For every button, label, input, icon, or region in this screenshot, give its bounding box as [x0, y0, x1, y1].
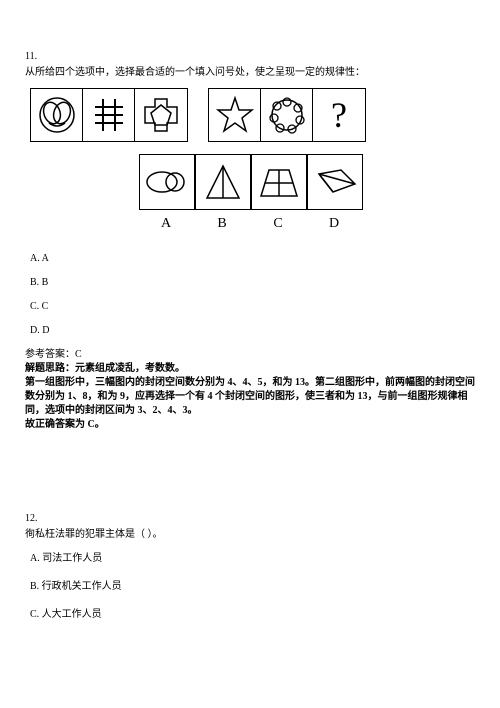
option-label: A	[138, 214, 194, 234]
explanation-line: 解题思路：元素组成凌乱，考数数。	[25, 362, 475, 376]
figure-cell	[31, 89, 83, 141]
answer-choices: A. A B. B C. C D. D	[25, 252, 475, 338]
figure-group-1	[30, 88, 188, 142]
question-12: 12. 徇私枉法罪的犯罪主体是（ ）。 A. 司法工作人员 B. 行政机关工作人…	[25, 512, 475, 622]
figure-cell	[135, 89, 187, 141]
choice-d: D. D	[30, 324, 475, 338]
option-label: D	[306, 214, 362, 234]
option-label: C	[250, 214, 306, 234]
options-row: A B C D	[25, 154, 475, 234]
figure-cell	[83, 89, 135, 141]
choice-a: A. 司法工作人员	[25, 552, 475, 566]
question-number: 12.	[25, 512, 475, 526]
figure-row-1: ?	[25, 88, 475, 142]
figure-cell	[209, 89, 261, 141]
question-prompt: 徇私枉法罪的犯罪主体是（ ）。	[25, 528, 475, 542]
choice-c: C. C	[30, 300, 475, 314]
option-b: B	[194, 154, 250, 234]
figure-cell	[261, 89, 313, 141]
answer-block: 参考答案：C 解题思路：元素组成凌乱，考数数。 第一组图形中，三幅图内的封闭空间…	[25, 348, 475, 432]
explanation-line: 第一组图形中，三幅图内的封闭空间数分别为 4、4、5，和为 13。第二组图形中，…	[25, 376, 475, 418]
question-mark-icon: ?	[331, 90, 347, 140]
option-figure	[139, 154, 195, 210]
question-number: 11.	[25, 50, 475, 64]
choice-a: A. A	[30, 252, 475, 266]
answer-line: 参考答案：C	[25, 348, 475, 362]
option-d: D	[306, 154, 362, 234]
option-figure	[307, 154, 363, 210]
question-prompt: 从所给四个选项中，选择最合适的一个填入问号处，使之呈现一定的规律性：	[25, 66, 475, 80]
option-figure	[195, 154, 251, 210]
figure-cell-question: ?	[313, 89, 365, 141]
option-c: C	[250, 154, 306, 234]
question-11: 11. 从所给四个选项中，选择最合适的一个填入问号处，使之呈现一定的规律性： ?	[25, 50, 475, 432]
option-a: A	[138, 154, 194, 234]
option-figure	[251, 154, 307, 210]
choice-c: C. 人大工作人员	[25, 608, 475, 622]
choice-b: B. 行政机关工作人员	[25, 580, 475, 594]
figure-group-2: ?	[208, 88, 366, 142]
option-label: B	[194, 214, 250, 234]
choice-b: B. B	[30, 276, 475, 290]
explanation-line: 故正确答案为 C。	[25, 418, 475, 432]
